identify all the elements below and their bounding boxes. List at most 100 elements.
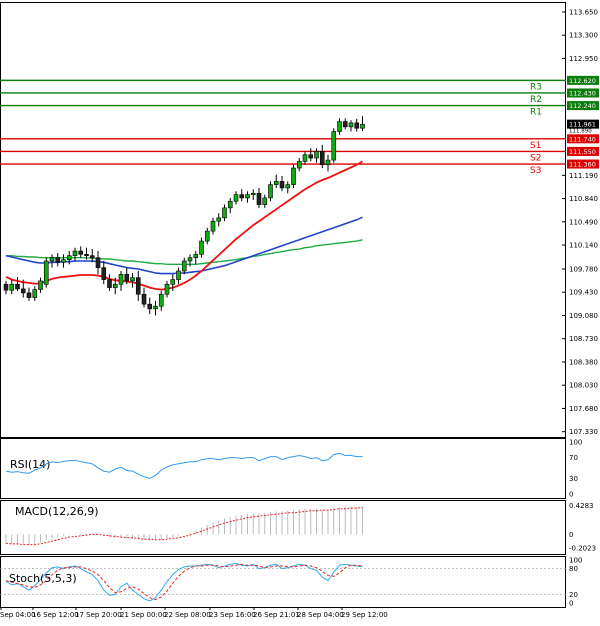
candle-bear: [256, 192, 262, 205]
macd-y-tick: 0: [569, 531, 573, 539]
candle-bull: [204, 230, 210, 242]
candle-bull: [216, 217, 222, 222]
rsi-y-tick: 30: [569, 475, 578, 483]
candle-bull: [360, 123, 365, 129]
pane-frame-stoch: [0, 556, 566, 608]
candle-bull: [61, 259, 66, 263]
candle-bear: [342, 121, 348, 128]
candle-bear: [308, 154, 314, 159]
rsi-line: [5, 452, 363, 479]
pane-frames: [0, 2, 566, 608]
candle-bull: [72, 250, 78, 256]
rsi-title: RSI(14): [10, 458, 50, 471]
candle-bull: [273, 181, 279, 185]
candle-bull: [164, 283, 170, 295]
x-tick-label: 29 Sep 12:00: [341, 611, 388, 619]
candle-bull: [153, 305, 158, 310]
candle-bear: [78, 250, 84, 255]
x-tick-label: 22 Sep 08:00: [164, 611, 211, 619]
y-tick-label: 110.140: [569, 242, 598, 250]
level-label-r3: R3: [530, 82, 542, 92]
candle-bull: [285, 184, 291, 189]
level-tag-s3: [567, 159, 599, 169]
y-tick-label: 109.430: [569, 289, 598, 297]
candle-bear: [147, 303, 153, 310]
level-price-r1: 112.240: [569, 102, 596, 110]
y-tick-label: 111.190: [569, 172, 598, 180]
x-tick-label: 23 Sep 16:00: [209, 611, 256, 619]
candle-bull: [291, 167, 296, 185]
candle-bull: [193, 254, 199, 258]
candle-bull: [233, 194, 239, 202]
candle-bear: [354, 122, 360, 129]
macd-y-tick: 0.4283: [569, 502, 594, 510]
y-tick-label: 110.490: [569, 218, 598, 226]
level-tag-r2: [567, 88, 599, 98]
candle-bear: [84, 254, 89, 256]
candle-bear: [15, 283, 20, 290]
candle-bull: [176, 270, 181, 280]
y-tick-label: 110.840: [569, 195, 598, 203]
y-tick-label: 108.730: [569, 335, 598, 343]
candle-bull: [43, 260, 49, 285]
candle-bear: [3, 283, 9, 291]
rsi-y-tick: 100: [569, 439, 582, 447]
stoch-y-tick: 100: [569, 557, 582, 565]
current-price-small: 111.890: [569, 129, 592, 135]
y-tick-label: 107.330: [569, 428, 598, 436]
stoch-title: Stoch(5,5,3): [9, 572, 77, 585]
candle-bull: [66, 255, 72, 260]
x-tick-label: 21 Sep 00:00: [120, 611, 167, 619]
pane-frame-main: [0, 2, 566, 438]
y-tick-label: 109.780: [569, 265, 598, 273]
pane-frame-macd: [0, 500, 566, 555]
candle-bull: [181, 260, 187, 272]
level-label-s3: S3: [530, 166, 541, 176]
candle-bull: [49, 257, 55, 262]
candle-bull: [262, 197, 268, 205]
level-label-r2: R2: [530, 95, 542, 105]
candle-bear: [124, 273, 130, 282]
level-tag-r1: [567, 101, 599, 111]
candle-bear: [319, 151, 325, 166]
candle-bear: [26, 292, 32, 298]
candle-bear: [239, 194, 245, 199]
candle-bull: [9, 283, 15, 291]
price-axis: 113.650 113.300 112.950 111.190 110.840 110.4…: [562, 8, 599, 436]
candle-bear: [135, 277, 141, 295]
x-tick-label: 17 Sep 20:00: [75, 611, 122, 619]
candle-bull: [38, 280, 43, 290]
candle-bull: [250, 192, 256, 195]
candle-bull: [222, 207, 227, 219]
candle-bull: [245, 194, 250, 199]
candle-bull: [158, 293, 164, 307]
level-price-s3: 111.360: [569, 161, 596, 169]
candle-bear: [89, 255, 95, 258]
stoch-d-line: [5, 563, 363, 601]
stoch-y-tick: 20: [569, 591, 578, 599]
y-tick-label: 112.950: [569, 55, 598, 63]
x-tick-label: 16 Sep 12:00: [32, 611, 79, 619]
candle-bull: [227, 200, 233, 209]
candlesticks: [3, 116, 365, 316]
x-tick-label: 26 Sep 21:01: [253, 611, 300, 619]
current-price-label: 111.961: [569, 121, 596, 129]
level-tag-s1: [567, 134, 599, 144]
candle-bull: [199, 240, 204, 255]
macd-title: MACD(12,26,9): [15, 505, 99, 518]
candle-bear: [95, 257, 101, 268]
candle-bear: [141, 293, 147, 305]
candle-bull: [32, 289, 38, 298]
candle-bull: [112, 283, 118, 288]
candle-bull: [296, 161, 302, 169]
y-tick-label: 109.080: [569, 312, 598, 320]
candle-bull: [302, 154, 308, 162]
rsi-pane: 100 70 30 0 RSI(14): [5, 439, 582, 499]
candle-bull: [187, 257, 193, 262]
candle-bull: [314, 151, 319, 159]
macd-pane: 0.4283 0 -0.2023 MACD(12,26,9): [5, 502, 596, 553]
ma-red-line: [5, 160, 363, 291]
